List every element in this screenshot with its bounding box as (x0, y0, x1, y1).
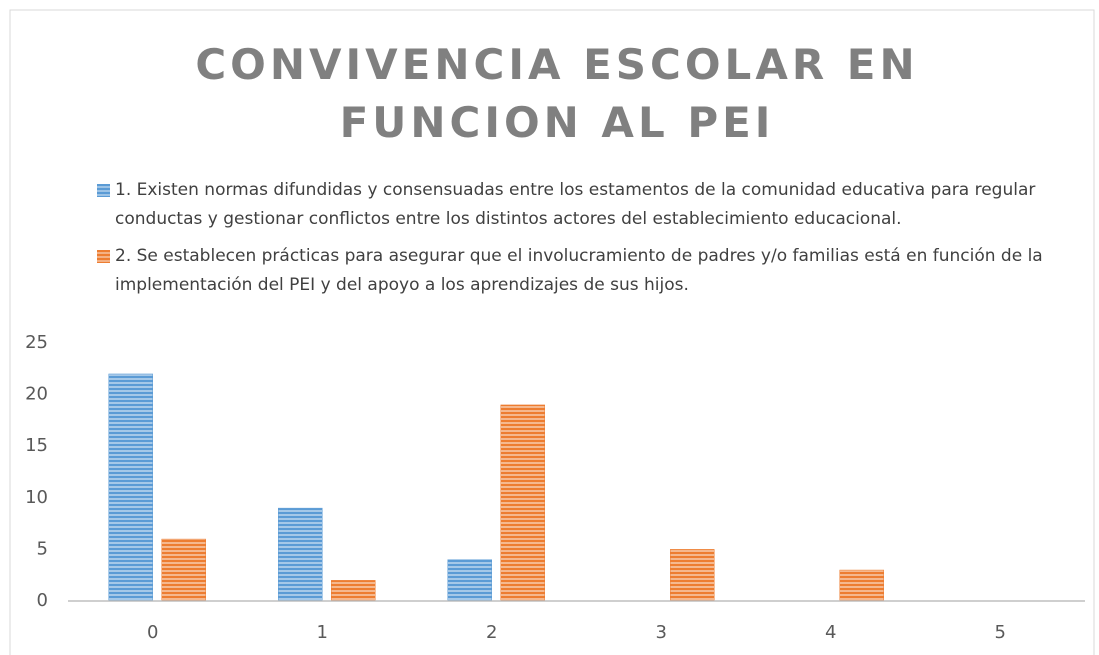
legend-swatch (97, 250, 110, 263)
bar (447, 559, 492, 602)
legend: 1. Existen normas difundidas y consensua… (97, 176, 1057, 308)
x-tick-label: 3 (656, 622, 667, 643)
bar (839, 569, 884, 602)
bar (278, 507, 323, 602)
x-tick-label: 5 (995, 622, 1006, 643)
legend-entry: 2. Se establecen prácticas para asegurar… (97, 242, 1057, 300)
x-tick-label: 2 (486, 622, 497, 643)
bar (331, 580, 376, 602)
chart-title: CONVIVENCIA ESCOLAR EN FUNCION AL PEI (195, 40, 919, 147)
legend-label: 2. Se establecen prácticas para asegurar… (115, 246, 1043, 295)
legend-label: 1. Existen normas difundidas y consensua… (115, 180, 1036, 229)
frame (9, 9, 1095, 655)
bar (108, 373, 153, 602)
y-tick-label: 0 (37, 590, 48, 611)
legend-swatch (97, 184, 110, 197)
y-tick-label: 15 (25, 435, 48, 456)
x-tick-label: 4 (825, 622, 836, 643)
y-tick-label: 25 (25, 332, 48, 353)
bar (161, 538, 206, 602)
bar (670, 549, 715, 602)
x-tick-label: 0 (147, 622, 158, 643)
y-tick-label: 20 (25, 384, 48, 405)
x-tick-label: 1 (317, 622, 328, 643)
y-tick-label: 10 (25, 487, 48, 508)
legend-entry: 1. Existen normas difundidas y consensua… (97, 176, 1057, 234)
bar (500, 404, 545, 602)
y-tick-label: 5 (37, 538, 48, 559)
